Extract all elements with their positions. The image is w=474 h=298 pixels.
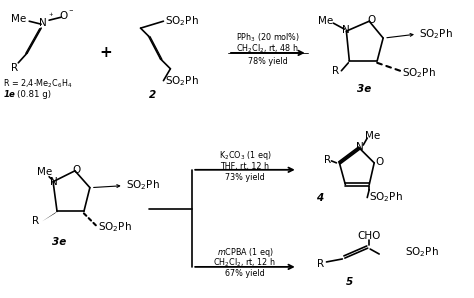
Text: N: N	[343, 25, 350, 35]
Text: 5: 5	[346, 277, 353, 287]
Text: N: N	[39, 18, 47, 28]
Text: Me: Me	[365, 131, 381, 141]
Text: PPh$_3$ (20 mol%): PPh$_3$ (20 mol%)	[236, 32, 300, 44]
Text: $^+$: $^+$	[46, 12, 54, 21]
Text: O: O	[59, 11, 67, 21]
Text: THF, rt, 12 h: THF, rt, 12 h	[220, 162, 269, 171]
Text: +: +	[100, 45, 112, 60]
Text: SO$_2$Ph: SO$_2$Ph	[369, 191, 403, 204]
Text: R: R	[332, 66, 339, 76]
Text: SO$_2$Ph: SO$_2$Ph	[405, 245, 439, 259]
Text: 3e: 3e	[52, 237, 66, 247]
Text: SO$_2$Ph: SO$_2$Ph	[126, 178, 159, 192]
Text: SO$_2$Ph: SO$_2$Ph	[98, 220, 132, 234]
Text: Me: Me	[318, 16, 333, 26]
Text: R: R	[32, 216, 39, 226]
Text: SO$_2$Ph: SO$_2$Ph	[402, 66, 436, 80]
Text: Me: Me	[11, 14, 26, 24]
Text: Me: Me	[37, 167, 53, 177]
Text: R: R	[324, 155, 331, 165]
Text: O: O	[375, 157, 383, 167]
Text: $m$CPBA (1 eq): $m$CPBA (1 eq)	[217, 246, 273, 259]
Text: K$_2$CO$_3$ (1 eq): K$_2$CO$_3$ (1 eq)	[219, 149, 271, 162]
Polygon shape	[42, 211, 57, 221]
Text: N: N	[50, 177, 58, 187]
Text: O: O	[73, 165, 81, 175]
Text: R: R	[318, 259, 325, 269]
Text: R = 2,4-Me$_2$C$_6$H$_4$: R = 2,4-Me$_2$C$_6$H$_4$	[3, 77, 73, 90]
Text: 78% yield: 78% yield	[248, 57, 288, 66]
Text: 2: 2	[149, 89, 156, 100]
Text: 4: 4	[316, 193, 323, 203]
Text: (0.81 g): (0.81 g)	[17, 90, 51, 99]
Text: 73% yield: 73% yield	[225, 173, 265, 182]
Text: $^-$: $^-$	[67, 7, 74, 16]
Text: CH$_2$Cl$_2$, rt, 48 h: CH$_2$Cl$_2$, rt, 48 h	[237, 43, 299, 55]
Text: 1e: 1e	[3, 90, 15, 99]
Text: 3e: 3e	[357, 83, 371, 94]
Text: SO$_2$Ph: SO$_2$Ph	[165, 74, 199, 88]
Text: N: N	[356, 142, 364, 152]
Text: O: O	[367, 15, 375, 25]
Text: 67% yield: 67% yield	[225, 269, 265, 278]
Text: CH$_2$Cl$_2$, rt, 12 h: CH$_2$Cl$_2$, rt, 12 h	[213, 257, 276, 269]
Text: SO$_2$Ph: SO$_2$Ph	[165, 14, 199, 28]
Text: CHO: CHO	[357, 231, 381, 241]
Text: SO$_2$Ph: SO$_2$Ph	[419, 27, 453, 41]
Text: R: R	[11, 63, 18, 73]
